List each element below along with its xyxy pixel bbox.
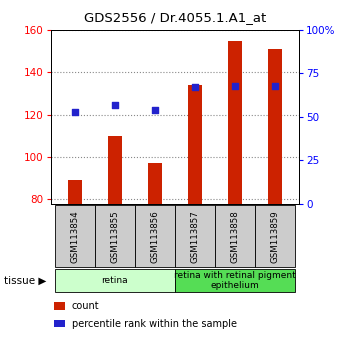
Bar bbox=[55, 269, 175, 292]
Bar bbox=[55, 205, 95, 267]
Bar bbox=[135, 205, 175, 267]
Text: GSM113856: GSM113856 bbox=[150, 210, 160, 263]
Bar bbox=[95, 205, 135, 267]
Bar bbox=[255, 205, 295, 267]
Bar bbox=[268, 49, 282, 204]
Bar bbox=[68, 180, 82, 204]
Point bbox=[192, 85, 198, 90]
Bar bbox=[188, 85, 202, 204]
Bar bbox=[215, 205, 255, 267]
Text: tissue ▶: tissue ▶ bbox=[4, 275, 46, 286]
Text: GDS2556 / Dr.4055.1.A1_at: GDS2556 / Dr.4055.1.A1_at bbox=[84, 11, 266, 24]
Bar bbox=[175, 269, 295, 292]
Bar bbox=[175, 205, 215, 267]
Text: percentile rank within the sample: percentile rank within the sample bbox=[72, 319, 237, 329]
Text: GSM113854: GSM113854 bbox=[70, 210, 79, 263]
Text: GSM113857: GSM113857 bbox=[190, 210, 199, 263]
Text: retina: retina bbox=[102, 276, 128, 285]
Bar bbox=[148, 163, 162, 204]
Text: retina with retinal pigment
epithelium: retina with retinal pigment epithelium bbox=[174, 271, 296, 290]
Text: GSM113855: GSM113855 bbox=[110, 210, 119, 263]
Point bbox=[72, 109, 78, 114]
Bar bbox=[108, 136, 122, 204]
Point bbox=[112, 102, 118, 108]
Text: GSM113859: GSM113859 bbox=[271, 210, 280, 263]
Bar bbox=[228, 41, 242, 204]
Point bbox=[152, 107, 158, 113]
Point bbox=[272, 83, 278, 88]
Text: count: count bbox=[72, 301, 99, 311]
Point bbox=[232, 83, 238, 88]
Text: GSM113858: GSM113858 bbox=[231, 210, 240, 263]
